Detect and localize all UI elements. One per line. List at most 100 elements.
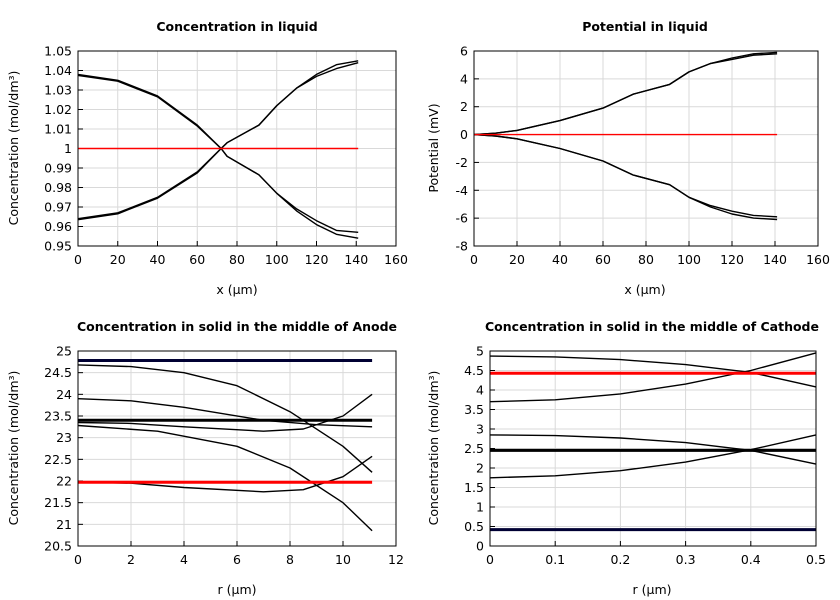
y-axis-label: Concentration (mol/dm³) <box>426 371 441 526</box>
y-tick-label: 4.5 <box>464 363 484 378</box>
x-axis-label: x (µm) <box>216 282 257 297</box>
y-tick-label: 0.97 <box>44 200 72 215</box>
series-line-4 <box>473 133 778 221</box>
x-tick-label: 4 <box>180 552 188 567</box>
y-tick-label: 1.05 <box>44 44 72 59</box>
x-tick-label: 20 <box>110 252 126 267</box>
x-tick-label: 160 <box>384 252 408 267</box>
x-tick-label: 80 <box>638 252 654 267</box>
x-tick-label: 0 <box>486 552 494 567</box>
x-tick-label: 80 <box>229 252 245 267</box>
x-tick-label: 20 <box>509 252 525 267</box>
y-tick-label: 1.02 <box>44 102 72 117</box>
x-tick-label: 140 <box>344 252 368 267</box>
x-axis-label: x (µm) <box>624 282 665 297</box>
plot-frame <box>77 50 397 247</box>
y-axis-label: Concentration (mol/dm³) <box>6 71 21 226</box>
plot-frame <box>489 350 817 547</box>
x-tick-label: 0 <box>74 252 82 267</box>
series-line-2 <box>77 364 373 473</box>
y-tick-label: 2.5 <box>464 441 484 456</box>
chart-title: Concentration in liquid <box>156 19 317 34</box>
x-tick-label: 6 <box>233 552 241 567</box>
x-tick-label: 0.1 <box>545 552 565 567</box>
y-tick-label: 4 <box>460 71 468 86</box>
chart-3: 0 2 4 6 8 10 1220.52121.52222.52323.52424.525C… <box>6 319 404 597</box>
y-tick-label: 23.5 <box>44 409 72 424</box>
x-tick-label: 100 <box>265 252 289 267</box>
chart-title: Concentration in solid in the middle of … <box>77 319 397 334</box>
series-line-1 <box>489 355 817 388</box>
x-tick-label: 10 <box>335 552 351 567</box>
y-tick-label: 1.04 <box>44 63 72 78</box>
y-tick-label: -4 <box>456 183 469 198</box>
y-tick-label: -2 <box>456 155 468 170</box>
y-tick-label: 25 <box>56 344 72 359</box>
y-tick-label: 0.99 <box>44 161 72 176</box>
x-tick-label: 8 <box>286 552 294 567</box>
y-tick-label: 0.5 <box>464 519 484 534</box>
y-tick-label: 5 <box>476 344 484 359</box>
chart-4: 0 0.1 0.2 0.3 0.4 0.500.511.522.533.544.55Con… <box>426 319 826 597</box>
y-tick-label: 4 <box>476 383 484 398</box>
y-tick-label: -8 <box>456 239 469 254</box>
x-tick-label: 0.5 <box>806 552 826 567</box>
x-tick-label: 40 <box>552 252 568 267</box>
y-tick-label: 1 <box>64 141 72 156</box>
y-tick-label: 0 <box>476 539 484 554</box>
x-tick-label: 0 <box>74 552 82 567</box>
y-tick-label: 0.95 <box>44 239 72 254</box>
y-tick-label: 0 <box>460 127 468 142</box>
y-tick-label: 0.98 <box>44 180 72 195</box>
y-tick-label: 2 <box>460 99 468 114</box>
x-tick-label: 0.4 <box>741 552 761 567</box>
x-tick-label: 160 <box>806 252 830 267</box>
chart-1: 0 20 40 60 80 100 120 140 160 0.95 0.96 0.97 0.98 0.9… <box>6 19 408 297</box>
y-tick-label: 3.5 <box>464 402 484 417</box>
x-tick-label: 0.3 <box>676 552 696 567</box>
y-tick-label: 21.5 <box>44 495 72 510</box>
chart-2: 0 20 40 60 80 100 120 140 160 -8 -6 -4 -2 0 2 4 6 Potenti… <box>426 19 830 297</box>
chart-title: Concentration in solid in the middle of … <box>485 319 819 334</box>
x-tick-label: 60 <box>595 252 611 267</box>
y-tick-label: 20.5 <box>44 539 72 554</box>
y-tick-label: 6 <box>460 44 468 59</box>
y-tick-label: -6 <box>456 211 469 226</box>
y-tick-label: 3 <box>476 422 484 437</box>
x-tick-label: 100 <box>677 252 701 267</box>
x-tick-label: 2 <box>127 552 135 567</box>
y-tick-label: 24 <box>56 387 72 402</box>
y-tick-label: 1.03 <box>44 83 72 98</box>
y-tick-label: 1 <box>476 500 484 515</box>
y-axis-label: Concentration (mol/dm³) <box>6 371 21 526</box>
y-tick-label: 1.5 <box>464 480 484 495</box>
y-tick-label: 21 <box>56 517 72 532</box>
y-tick-label: 22 <box>56 474 72 489</box>
series-line-2 <box>77 74 359 239</box>
y-tick-label: 24.5 <box>44 365 72 380</box>
x-tick-label: 60 <box>189 252 205 267</box>
x-tick-label: 40 <box>150 252 166 267</box>
x-tick-label: 0 <box>470 252 478 267</box>
series-line-4 <box>77 393 373 432</box>
x-axis-label: r (µm) <box>633 582 672 597</box>
chart-title: Potential in liquid <box>582 19 708 34</box>
y-tick-label: 22.5 <box>44 452 72 467</box>
plot-frame <box>473 50 819 247</box>
y-axis-label: Potential (mV) <box>426 103 441 192</box>
x-tick-label: 0.2 <box>610 552 630 567</box>
y-tick-label: 2 <box>476 461 484 476</box>
x-tick-label: 120 <box>305 252 329 267</box>
series-line-4 <box>489 434 817 479</box>
x-tick-label: 12 <box>388 552 404 567</box>
x-tick-label: 120 <box>720 252 744 267</box>
series-line-3 <box>489 434 817 465</box>
series-line-4 <box>77 62 359 221</box>
series-line-5 <box>77 424 373 532</box>
series-line-2 <box>489 352 817 403</box>
series-line-3 <box>77 398 373 428</box>
x-axis-label: r (µm) <box>218 582 257 597</box>
plot-frame <box>77 350 397 547</box>
series-line-2 <box>473 53 778 136</box>
